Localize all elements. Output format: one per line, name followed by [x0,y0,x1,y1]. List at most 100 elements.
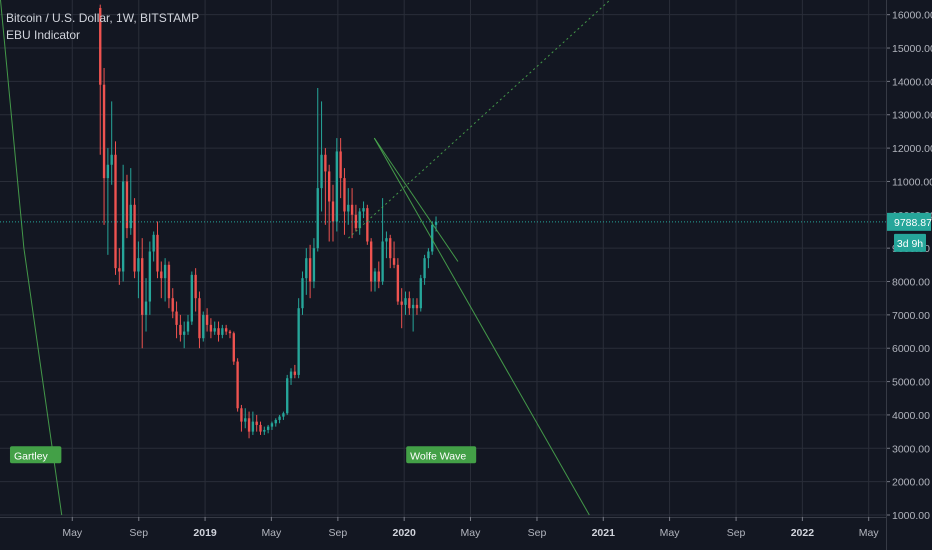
y-tick-label: 12000.00 [892,143,932,155]
candle-body [137,258,140,272]
candle-body [427,251,430,259]
candle-body [167,264,171,299]
candle-body [221,328,224,335]
x-tick-label: 2019 [193,527,217,539]
x-tick-label: May [660,527,681,539]
trendline [348,0,611,239]
candle-body [205,314,209,325]
price-axis[interactable]: 1000.00 2000.00 3000.00 4000.00 5000.00 6000.… [886,0,932,550]
candle-body [129,204,132,229]
candle-body [163,264,167,279]
candle-body [301,278,304,309]
candle-body [320,154,323,189]
candle-body [224,328,228,332]
candle-body [347,204,350,212]
candle-body [358,211,361,229]
candle-body [404,298,407,305]
x-tick-label: Sep [329,527,348,539]
candle-body [171,298,174,312]
y-tick-label: 11000.00 [892,176,932,188]
x-tick-label: Sep [129,527,148,539]
candle-body [369,241,373,282]
candle-body [266,426,270,430]
last-price-tag [887,212,931,231]
candle-body [156,234,159,272]
candle-body [102,84,106,179]
candle-body [144,301,148,315]
y-tick-label: 1000.00 [892,510,930,522]
candle-body [339,151,342,179]
candle-body [377,271,380,282]
candle-body [434,221,438,225]
candle-body [408,298,411,309]
last-price-value: 9788.87 [894,217,932,229]
trendline [0,0,25,249]
x-tick-label: May [859,527,880,539]
candles [99,4,438,439]
x-tick-label: 2020 [392,527,416,539]
candle-body [297,308,300,375]
pattern-label-box [9,446,62,464]
candle-body [308,258,312,282]
candle-body [217,328,220,335]
candle-body [354,214,358,229]
trendline [23,248,63,516]
trendline [373,137,590,516]
time-axis[interactable]: May Sep 2019 May Sep 2020 May Sep 2021 May Sep 2022… [0,517,886,539]
pattern-label: Wolfe Wave [410,450,466,462]
candle-body [198,298,201,339]
candle-body [148,251,152,302]
candle-body [362,208,365,212]
candle-body [350,204,354,215]
x-tick-label: May [461,527,482,539]
candle-body [282,413,285,417]
candle-body [431,224,434,252]
candle-body [423,258,426,279]
x-tick-label: May [261,527,282,539]
candle-body [286,378,289,414]
candle-body [183,331,186,335]
candle-body [244,418,247,422]
symbol-title: Bitcoin / U.S. Dollar, 1W, BITSTAMP [6,11,200,25]
candle-body [209,324,213,332]
candle-body [152,234,155,252]
x-tick-label: 2022 [791,527,815,539]
candle-body [179,324,182,335]
indicator-name[interactable]: EBU Indicator [6,28,81,42]
candle-body [194,274,197,299]
candle-body [289,371,293,379]
candle-body [274,419,277,424]
price-tags: 9788.87 3d 9h [887,212,932,252]
candle-body [396,264,400,302]
y-tick-label: 3000.00 [892,443,930,455]
candle-body [99,8,102,85]
x-tick-label: Sep [727,527,746,539]
y-tick-label: 5000.00 [892,377,930,389]
candle-body [381,241,384,282]
candle-body [335,151,339,222]
candle-body [240,408,243,422]
x-tick-label: 2021 [592,527,616,539]
candle-body [251,421,255,432]
y-tick-label: 15000.00 [892,43,932,55]
candle-body [202,314,205,339]
candle-body [400,301,403,305]
candle-body [213,328,216,332]
trendline [373,137,459,262]
candle-body [190,274,194,322]
candle-body [305,258,308,279]
y-tick-label: 13000.00 [892,110,932,122]
candle-body [259,424,262,432]
candle-body [118,268,121,272]
pattern-labels: Gartley Wolfe Wave [9,446,477,464]
candle-body [255,421,258,425]
candle-body [228,331,232,334]
candle-body [270,423,274,427]
candle-body [385,238,388,242]
pattern-label-box [406,446,477,464]
candle-body [366,208,369,242]
candle-body [186,321,190,332]
y-tick-label: 6000.00 [892,343,930,355]
